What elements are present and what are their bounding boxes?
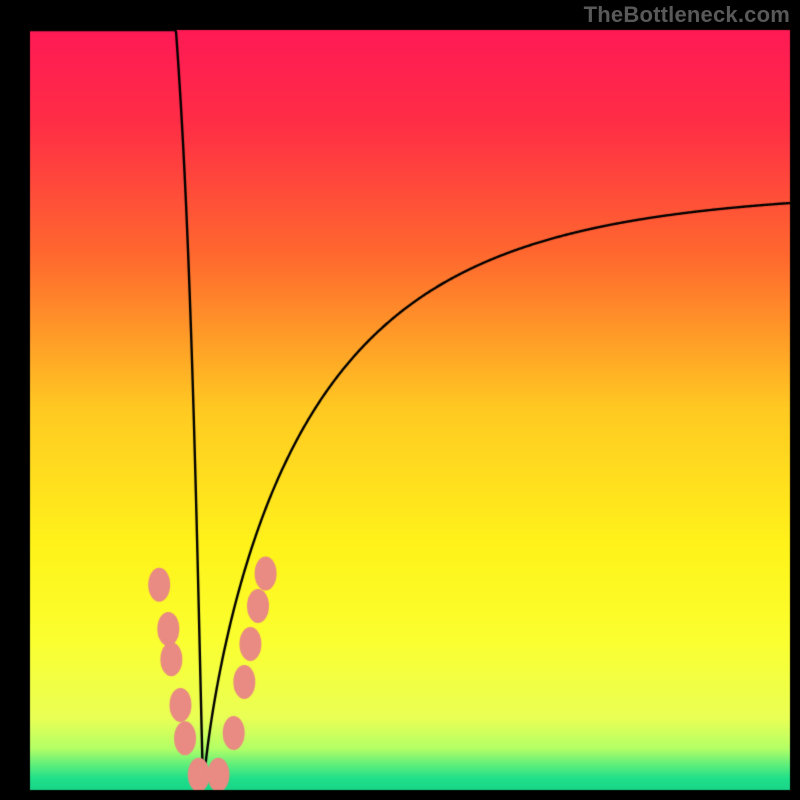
watermark-text: TheBottleneck.com <box>584 2 790 28</box>
bottleneck-chart-canvas <box>0 0 800 800</box>
chart-stage: TheBottleneck.com <box>0 0 800 800</box>
